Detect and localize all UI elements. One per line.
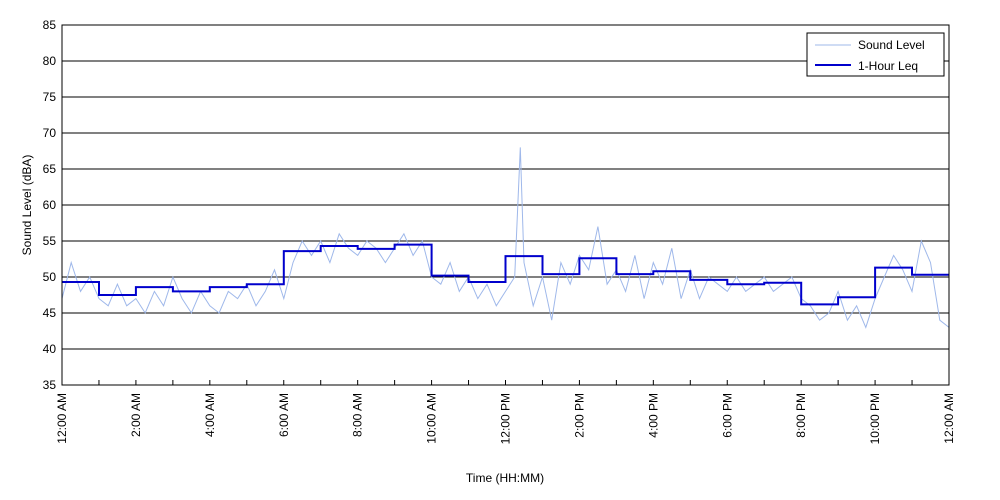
x-tick-label: 12:00 AM [55, 393, 69, 444]
x-tick-label: 4:00 PM [646, 393, 660, 438]
legend-label-sound-level: Sound Level [858, 38, 925, 52]
y-tick-label: 65 [43, 162, 57, 176]
legend: Sound Level 1-Hour Leq [806, 32, 945, 77]
series-layer [61, 147, 950, 329]
y-tick-labels: 35 40 45 50 55 60 65 70 75 80 85 [43, 18, 57, 392]
x-tick-label: 6:00 PM [720, 393, 734, 438]
plot-frame [61, 24, 950, 386]
x-tick-label: 10:00 AM [425, 393, 439, 444]
y-tick-label: 40 [43, 342, 57, 356]
y-tick-label: 55 [43, 234, 57, 248]
y-axis-title: Sound Level (dBA) [20, 155, 34, 256]
y-tick-label: 35 [43, 378, 57, 392]
x-axis-title: Time (HH:MM) [466, 471, 544, 485]
legend-label-1-hour-leq: 1-Hour Leq [858, 59, 918, 73]
series-line-1-hour-leq [62, 243, 949, 306]
y-tick-label: 75 [43, 90, 57, 104]
x-tick-label: 2:00 PM [572, 393, 586, 438]
x-tick-label: 12:00 AM [942, 393, 956, 444]
x-tick-label: 8:00 AM [351, 393, 365, 437]
y-tick-label: 70 [43, 126, 57, 140]
x-tick-label: 10:00 PM [868, 393, 882, 444]
y-tick-label: 50 [43, 270, 57, 284]
x-tick-label: 2:00 AM [129, 393, 143, 437]
y-tick-label: 45 [43, 306, 57, 320]
y-tick-label: 85 [43, 18, 57, 32]
x-tick-labels: 12:00 AM 2:00 AM 4:00 AM 6:00 AM 8:00 AM 10:0… [55, 393, 956, 444]
x-tick-label: 8:00 PM [794, 393, 808, 438]
x-tick-label: 4:00 AM [203, 393, 217, 437]
series-line-sound-level [61, 147, 950, 329]
y-tick-label: 80 [43, 54, 57, 68]
x-tick-label: 6:00 AM [277, 393, 291, 437]
y-tick-label: 60 [43, 198, 57, 212]
legend-box [806, 32, 945, 77]
x-tick-label: 12:00 PM [499, 393, 513, 444]
x-tick-marks [98, 380, 913, 385]
